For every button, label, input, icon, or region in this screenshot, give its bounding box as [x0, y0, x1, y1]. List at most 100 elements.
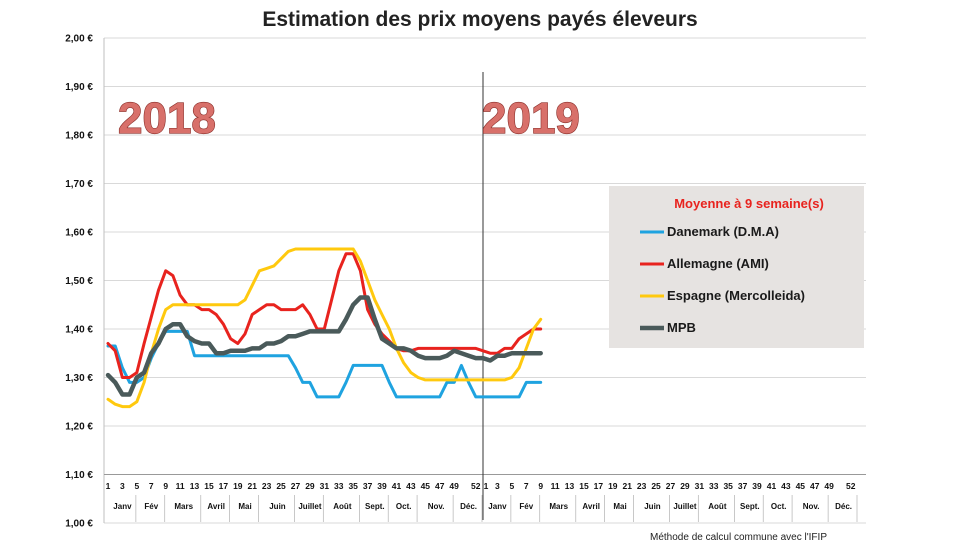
y-tick-label: 1,30 € — [65, 373, 93, 384]
legend-box — [609, 186, 864, 348]
month-label: Oct. — [771, 502, 787, 511]
x-tick-label-2018: 35 — [348, 481, 358, 491]
y-tick-label: 1,20 € — [65, 422, 93, 433]
series-line-mpb — [105, 295, 543, 397]
x-tick-label-2018: 1 — [106, 481, 111, 491]
y-tick-label: 1,60 € — [65, 228, 93, 239]
x-tick-label-2018: 17 — [219, 481, 229, 491]
x-tick-label-2018: 33 — [334, 481, 344, 491]
x-tick-label-2019: 5 — [509, 481, 514, 491]
x-tick-label-2019: 19 — [608, 481, 618, 491]
y-tick-label: 1,80 € — [65, 131, 93, 142]
x-tick-label-2018: 31 — [320, 481, 330, 491]
month-label: Fév — [144, 502, 158, 511]
x-tick-label-2019: 45 — [796, 481, 806, 491]
x-tick-label-2018: 39 — [377, 481, 387, 491]
year-label-2019: 2019 — [482, 94, 580, 143]
x-tick-label-2019: 33 — [709, 481, 719, 491]
month-label: Déc. — [460, 502, 477, 511]
x-tick-label-2018: 3 — [120, 481, 125, 491]
y-tick-label: 1,90 € — [65, 82, 93, 93]
legend-label: Espagne (Mercolleida) — [667, 288, 805, 303]
legend-label: MPB — [667, 320, 696, 335]
x-tick-label-2018: 5 — [134, 481, 139, 491]
x-tick-label-2019: 47 — [810, 481, 820, 491]
x-tick-label-2019: 29 — [680, 481, 690, 491]
x-tick-label-2018: 43 — [406, 481, 416, 491]
month-label: Avril — [207, 502, 225, 511]
y-tick-label: 1,00 € — [65, 519, 93, 530]
month-label: Déc. — [835, 502, 852, 511]
x-tick-label-2018: 29 — [305, 481, 315, 491]
y-tick-label: 2,00 € — [65, 34, 93, 45]
legend-label: Danemark (D.M.A) — [667, 224, 779, 239]
x-tick-label-2019: 11 — [551, 481, 560, 491]
x-tick-label-2019: 13 — [565, 481, 575, 491]
y-tick-label: 1,70 € — [65, 179, 93, 190]
footnote: Méthode de calcul commune avec l'IFIP — [650, 532, 827, 543]
series-lines — [105, 247, 543, 409]
series-line-danemark — [106, 329, 543, 399]
month-label: Oct. — [396, 502, 412, 511]
month-label: Juin — [269, 502, 286, 511]
x-tick-label-2019: 37 — [738, 481, 748, 491]
month-label: Avril — [582, 502, 600, 511]
x-tick-label-2018: 7 — [149, 481, 154, 491]
x-tick-label-2018: 11 — [176, 481, 185, 491]
y-tick-label: 1,50 € — [65, 276, 93, 287]
x-tick-label-2018: 27 — [291, 481, 301, 491]
series-line-allemagne — [106, 252, 543, 379]
x-tick-label-2018: 13 — [190, 481, 200, 491]
month-label: Mai — [238, 502, 251, 511]
month-label: Mars — [174, 502, 193, 511]
x-tick-label-2019: 7 — [524, 481, 529, 491]
year-label-2018: 2018 — [118, 94, 216, 143]
x-tick-label-2018: 15 — [204, 481, 214, 491]
y-tick-label: 1,40 € — [65, 325, 93, 336]
legend: Moyenne à 9 semaine(s) Danemark (D.M.A) A… — [609, 186, 864, 348]
x-tick-label-2018: 49 — [449, 481, 459, 491]
x-tick-label-2019: 9 — [538, 481, 543, 491]
chart-title: Estimation des prix moyens payés éleveur… — [262, 8, 697, 31]
month-label: Août — [333, 502, 352, 511]
month-label: Mai — [613, 502, 626, 511]
x-tick-label-2018: 19 — [233, 481, 243, 491]
month-label: Juillet — [673, 502, 696, 511]
x-tick-label-2018: 23 — [262, 481, 272, 491]
month-label: Mars — [549, 502, 568, 511]
x-tick-label-2019: 52 — [846, 481, 856, 491]
x-tick-label-2019: 27 — [666, 481, 676, 491]
x-tick-label-2019: 15 — [579, 481, 589, 491]
x-tick-label-2019: 21 — [622, 481, 632, 491]
x-tick-label-2019: 31 — [695, 481, 705, 491]
x-tick-label-2019: 35 — [723, 481, 733, 491]
x-tick-label-2018: 21 — [247, 481, 257, 491]
x-tick-label-2018: 45 — [421, 481, 431, 491]
x-tick-label-2018: 41 — [392, 481, 402, 491]
x-tick-label-2019: 49 — [824, 481, 834, 491]
x-tick-label-2019: 43 — [781, 481, 791, 491]
month-label: Sept. — [740, 502, 760, 511]
legend-label: Allemagne (AMI) — [667, 256, 769, 271]
month-label: Janv — [488, 502, 507, 511]
y-axis-ticks: 1,00 € 1,10 € 1,20 € 1,30 € 1,40 € 1,50 € 1,60… — [65, 34, 93, 530]
month-label: Juillet — [298, 502, 321, 511]
legend-title: Moyenne à 9 semaine(s) — [674, 196, 824, 211]
month-label: Nov. — [803, 502, 820, 511]
x-tick-label-2019: 39 — [752, 481, 762, 491]
x-axis: 1 3 5 7 9 11 13 15 17 19 21 23 25 27 29 31 33 35 37 39 41 43 4… — [104, 474, 866, 522]
series-line-espagne — [106, 247, 543, 409]
x-tick-label-2019: 41 — [767, 481, 777, 491]
x-tick-label-2018: 9 — [163, 481, 168, 491]
x-tick-label-2019: 17 — [594, 481, 604, 491]
month-label: Sept. — [365, 502, 385, 511]
month-label: Janv — [113, 502, 132, 511]
x-tick-label-2019: 1 — [484, 481, 489, 491]
month-label: Nov. — [428, 502, 445, 511]
x-tick-label-2018: 25 — [276, 481, 286, 491]
x-tick-label-2018: 47 — [435, 481, 445, 491]
x-tick-label-2019: 25 — [651, 481, 661, 491]
x-tick-label-2018: 37 — [363, 481, 373, 491]
month-label: Fév — [519, 502, 533, 511]
